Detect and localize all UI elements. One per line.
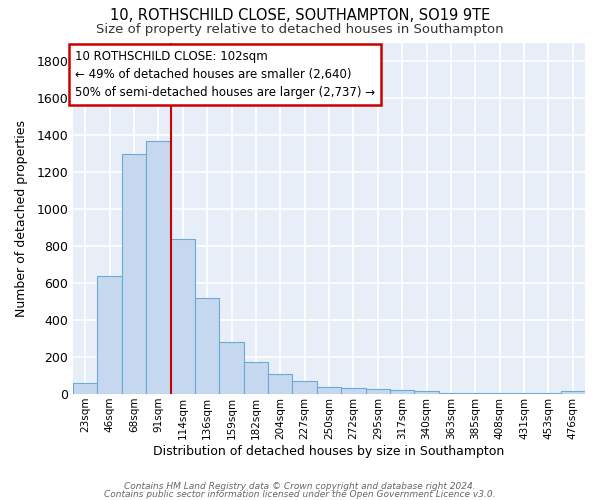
Text: Contains public sector information licensed under the Open Government Licence v3: Contains public sector information licen… xyxy=(104,490,496,499)
Bar xyxy=(292,381,317,394)
Bar xyxy=(390,390,415,394)
Y-axis label: Number of detached properties: Number of detached properties xyxy=(15,120,28,317)
Bar xyxy=(365,390,390,394)
Text: 10, ROTHSCHILD CLOSE, SOUTHAMPTON, SO19 9TE: 10, ROTHSCHILD CLOSE, SOUTHAMPTON, SO19 … xyxy=(110,8,490,22)
Bar xyxy=(170,238,195,394)
Bar xyxy=(122,154,146,394)
Bar xyxy=(97,276,122,394)
Text: 10 ROTHSCHILD CLOSE: 102sqm
← 49% of detached houses are smaller (2,640)
50% of : 10 ROTHSCHILD CLOSE: 102sqm ← 49% of det… xyxy=(75,50,376,99)
Bar xyxy=(195,298,220,394)
Bar xyxy=(341,388,365,394)
Bar xyxy=(439,392,463,394)
Bar xyxy=(463,392,487,394)
Bar xyxy=(146,140,170,394)
Bar xyxy=(487,393,512,394)
Bar xyxy=(268,374,292,394)
X-axis label: Distribution of detached houses by size in Southampton: Distribution of detached houses by size … xyxy=(154,444,505,458)
Text: Contains HM Land Registry data © Crown copyright and database right 2024.: Contains HM Land Registry data © Crown c… xyxy=(124,482,476,491)
Bar xyxy=(560,392,585,394)
Bar xyxy=(220,342,244,394)
Bar xyxy=(317,386,341,394)
Bar xyxy=(415,392,439,394)
Bar xyxy=(244,362,268,394)
Text: Size of property relative to detached houses in Southampton: Size of property relative to detached ho… xyxy=(96,22,504,36)
Bar xyxy=(73,383,97,394)
